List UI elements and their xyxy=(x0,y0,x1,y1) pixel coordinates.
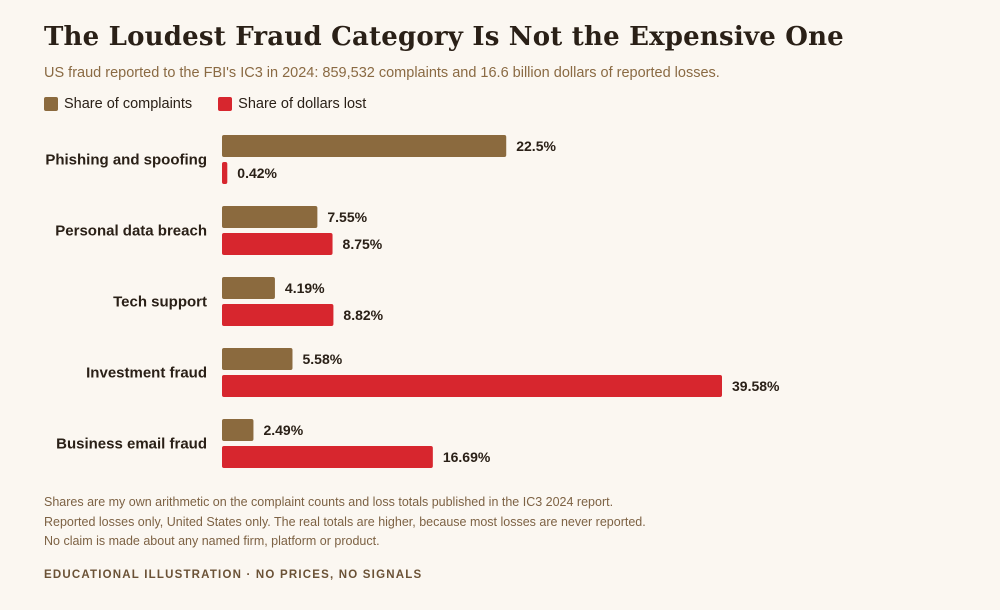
bar-complaints-phishing-and-spoofing xyxy=(222,135,507,157)
chart-title: The Loudest Fraud Category Is Not the Ex… xyxy=(44,22,844,52)
bar-dollars-business-email-fraud xyxy=(222,446,433,468)
footnotes: Shares are my own arithmetic on the comp… xyxy=(44,493,646,552)
legend-item-complaints: Share of complaints xyxy=(44,96,192,112)
value-label-complaints-business-email-fraud: 2.49% xyxy=(263,422,303,438)
bar-complaints-tech-support xyxy=(222,277,275,299)
legend-label-complaints: Share of complaints xyxy=(64,96,193,112)
category-label-personal-data-breach: Personal data breach xyxy=(55,223,207,240)
bar-chart: Phishing and spoofing 22.5% 0.42% Personal … xyxy=(45,135,780,468)
legend-label-dollars: Share of dollars lost xyxy=(238,96,367,112)
bar-complaints-investment-fraud xyxy=(222,348,293,370)
category-label-business-email-fraud: Business email fraud xyxy=(56,436,207,453)
category-label-phishing-and-spoofing: Phishing and spoofing xyxy=(45,152,207,169)
bar-dollars-personal-data-breach xyxy=(222,233,333,255)
bar-dollars-tech-support xyxy=(222,304,334,326)
legend-item-dollars: Share of dollars lost xyxy=(218,96,366,112)
legend-swatch-dollars xyxy=(218,97,233,111)
legend: Share of complaints Share of dollars los… xyxy=(44,96,392,112)
category-label-investment-fraud: Investment fraud xyxy=(86,365,207,382)
value-label-dollars-business-email-fraud: 16.69% xyxy=(443,449,491,465)
category-label-tech-support: Tech support xyxy=(113,294,207,311)
value-label-complaints-tech-support: 4.19% xyxy=(285,280,325,296)
footnote-line: Reported losses only, United States only… xyxy=(44,514,646,529)
value-label-dollars-investment-fraud: 39.58% xyxy=(732,378,780,394)
footnote-line: No claim is made about any named firm, p… xyxy=(44,534,380,548)
chart-subtitle: US fraud reported to the FBI's IC3 in 20… xyxy=(44,65,720,81)
value-label-dollars-tech-support: 8.82% xyxy=(343,307,383,323)
value-label-dollars-personal-data-breach: 8.75% xyxy=(343,236,383,252)
value-label-complaints-personal-data-breach: 7.55% xyxy=(327,209,367,225)
value-label-dollars-phishing-and-spoofing: 0.42% xyxy=(237,165,277,181)
bar-dollars-investment-fraud xyxy=(222,375,722,397)
bar-dollars-phishing-and-spoofing xyxy=(222,162,228,184)
footnote-line: Shares are my own arithmetic on the comp… xyxy=(44,495,614,509)
value-label-complaints-investment-fraud: 5.58% xyxy=(302,351,342,367)
legend-swatch-complaints xyxy=(44,97,58,111)
bar-complaints-personal-data-breach xyxy=(222,206,318,228)
bar-complaints-business-email-fraud xyxy=(222,419,254,441)
value-label-complaints-phishing-and-spoofing: 22.5% xyxy=(516,138,556,154)
footer-disclaimer: EDUCATIONAL ILLUSTRATION · NO PRICES, NO… xyxy=(44,569,423,581)
